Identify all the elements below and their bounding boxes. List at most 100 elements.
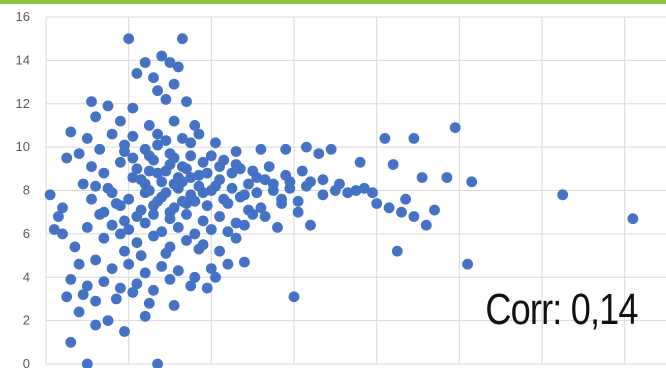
data-point — [148, 230, 159, 242]
data-point — [152, 85, 164, 97]
data-point — [164, 274, 176, 285]
data-point — [131, 68, 143, 79]
data-point — [255, 143, 267, 155]
data-point — [115, 200, 126, 212]
data-point — [127, 102, 139, 114]
data-point — [152, 358, 163, 368]
data-point — [106, 187, 118, 199]
data-point — [61, 291, 73, 303]
data-point — [416, 172, 428, 183]
data-point — [131, 237, 143, 249]
data-point — [131, 163, 143, 175]
data-point — [123, 193, 135, 205]
data-point — [156, 50, 168, 62]
data-point — [65, 274, 77, 285]
data-point — [205, 224, 217, 235]
data-point — [156, 261, 168, 272]
data-point — [160, 248, 172, 259]
data-point — [288, 291, 300, 303]
data-point — [48, 224, 60, 235]
data-point — [350, 185, 362, 196]
data-point — [185, 172, 197, 183]
data-point — [396, 206, 407, 218]
data-point — [94, 143, 106, 155]
data-point — [230, 146, 242, 157]
data-point — [441, 172, 453, 183]
data-point — [383, 202, 395, 214]
data-point — [177, 195, 188, 207]
data-point — [115, 156, 126, 168]
data-point — [239, 189, 250, 201]
data-point — [156, 176, 168, 188]
correlation-annotation: Corr: 0,14 — [485, 285, 639, 334]
data-point — [65, 126, 77, 138]
data-point — [61, 152, 73, 164]
data-point — [168, 115, 180, 127]
data-point — [292, 206, 304, 218]
data-point — [135, 250, 147, 261]
data-point — [400, 193, 411, 205]
accent-top-bar — [0, 0, 666, 4]
data-point — [86, 96, 97, 107]
data-point — [334, 178, 345, 190]
data-point — [408, 133, 420, 144]
data-point — [181, 209, 192, 220]
data-point — [371, 198, 383, 209]
data-point — [81, 133, 93, 144]
data-point — [197, 156, 209, 168]
data-point — [408, 211, 420, 222]
data-point — [189, 195, 201, 207]
data-point — [139, 187, 151, 199]
data-point — [127, 152, 139, 164]
data-point — [98, 206, 110, 218]
data-point — [230, 217, 242, 229]
data-point — [172, 222, 184, 233]
data-point — [86, 193, 97, 205]
data-point — [305, 219, 316, 231]
data-point — [115, 228, 126, 240]
data-point — [73, 258, 85, 270]
data-point — [81, 358, 93, 368]
data-point — [168, 178, 180, 190]
data-point — [317, 189, 329, 201]
data-point — [148, 209, 159, 220]
data-point — [164, 57, 176, 68]
data-point — [106, 219, 118, 231]
data-point — [239, 219, 250, 231]
data-point — [148, 284, 159, 296]
y-tick-label: 12 — [16, 96, 30, 111]
data-point — [367, 187, 378, 199]
data-point — [106, 263, 118, 274]
data-point — [127, 287, 139, 298]
data-point — [160, 94, 172, 105]
data-point — [214, 245, 226, 257]
data-point — [243, 204, 254, 216]
data-point — [301, 180, 312, 192]
data-point — [119, 215, 130, 227]
data-point — [98, 232, 110, 244]
y-tick-label: 2 — [23, 313, 30, 328]
data-point — [189, 271, 201, 283]
data-point — [143, 150, 155, 162]
y-axis-tick-labels: 0 2 4 6 8 10 12 14 16 — [16, 9, 30, 368]
data-point — [81, 222, 93, 233]
data-point — [73, 306, 85, 318]
data-point — [135, 174, 147, 186]
data-point — [292, 195, 304, 207]
data-point — [379, 133, 391, 144]
data-point — [168, 152, 180, 164]
data-point — [123, 33, 135, 45]
data-point — [325, 143, 337, 155]
data-point — [57, 228, 68, 240]
data-point — [98, 276, 110, 287]
data-point — [90, 180, 101, 192]
data-point — [185, 137, 197, 149]
data-point — [119, 139, 130, 151]
data-point — [201, 200, 213, 212]
data-point — [230, 232, 242, 244]
data-point — [193, 169, 205, 181]
data-point — [115, 282, 126, 294]
data-point — [313, 148, 325, 160]
data-point — [222, 226, 234, 238]
